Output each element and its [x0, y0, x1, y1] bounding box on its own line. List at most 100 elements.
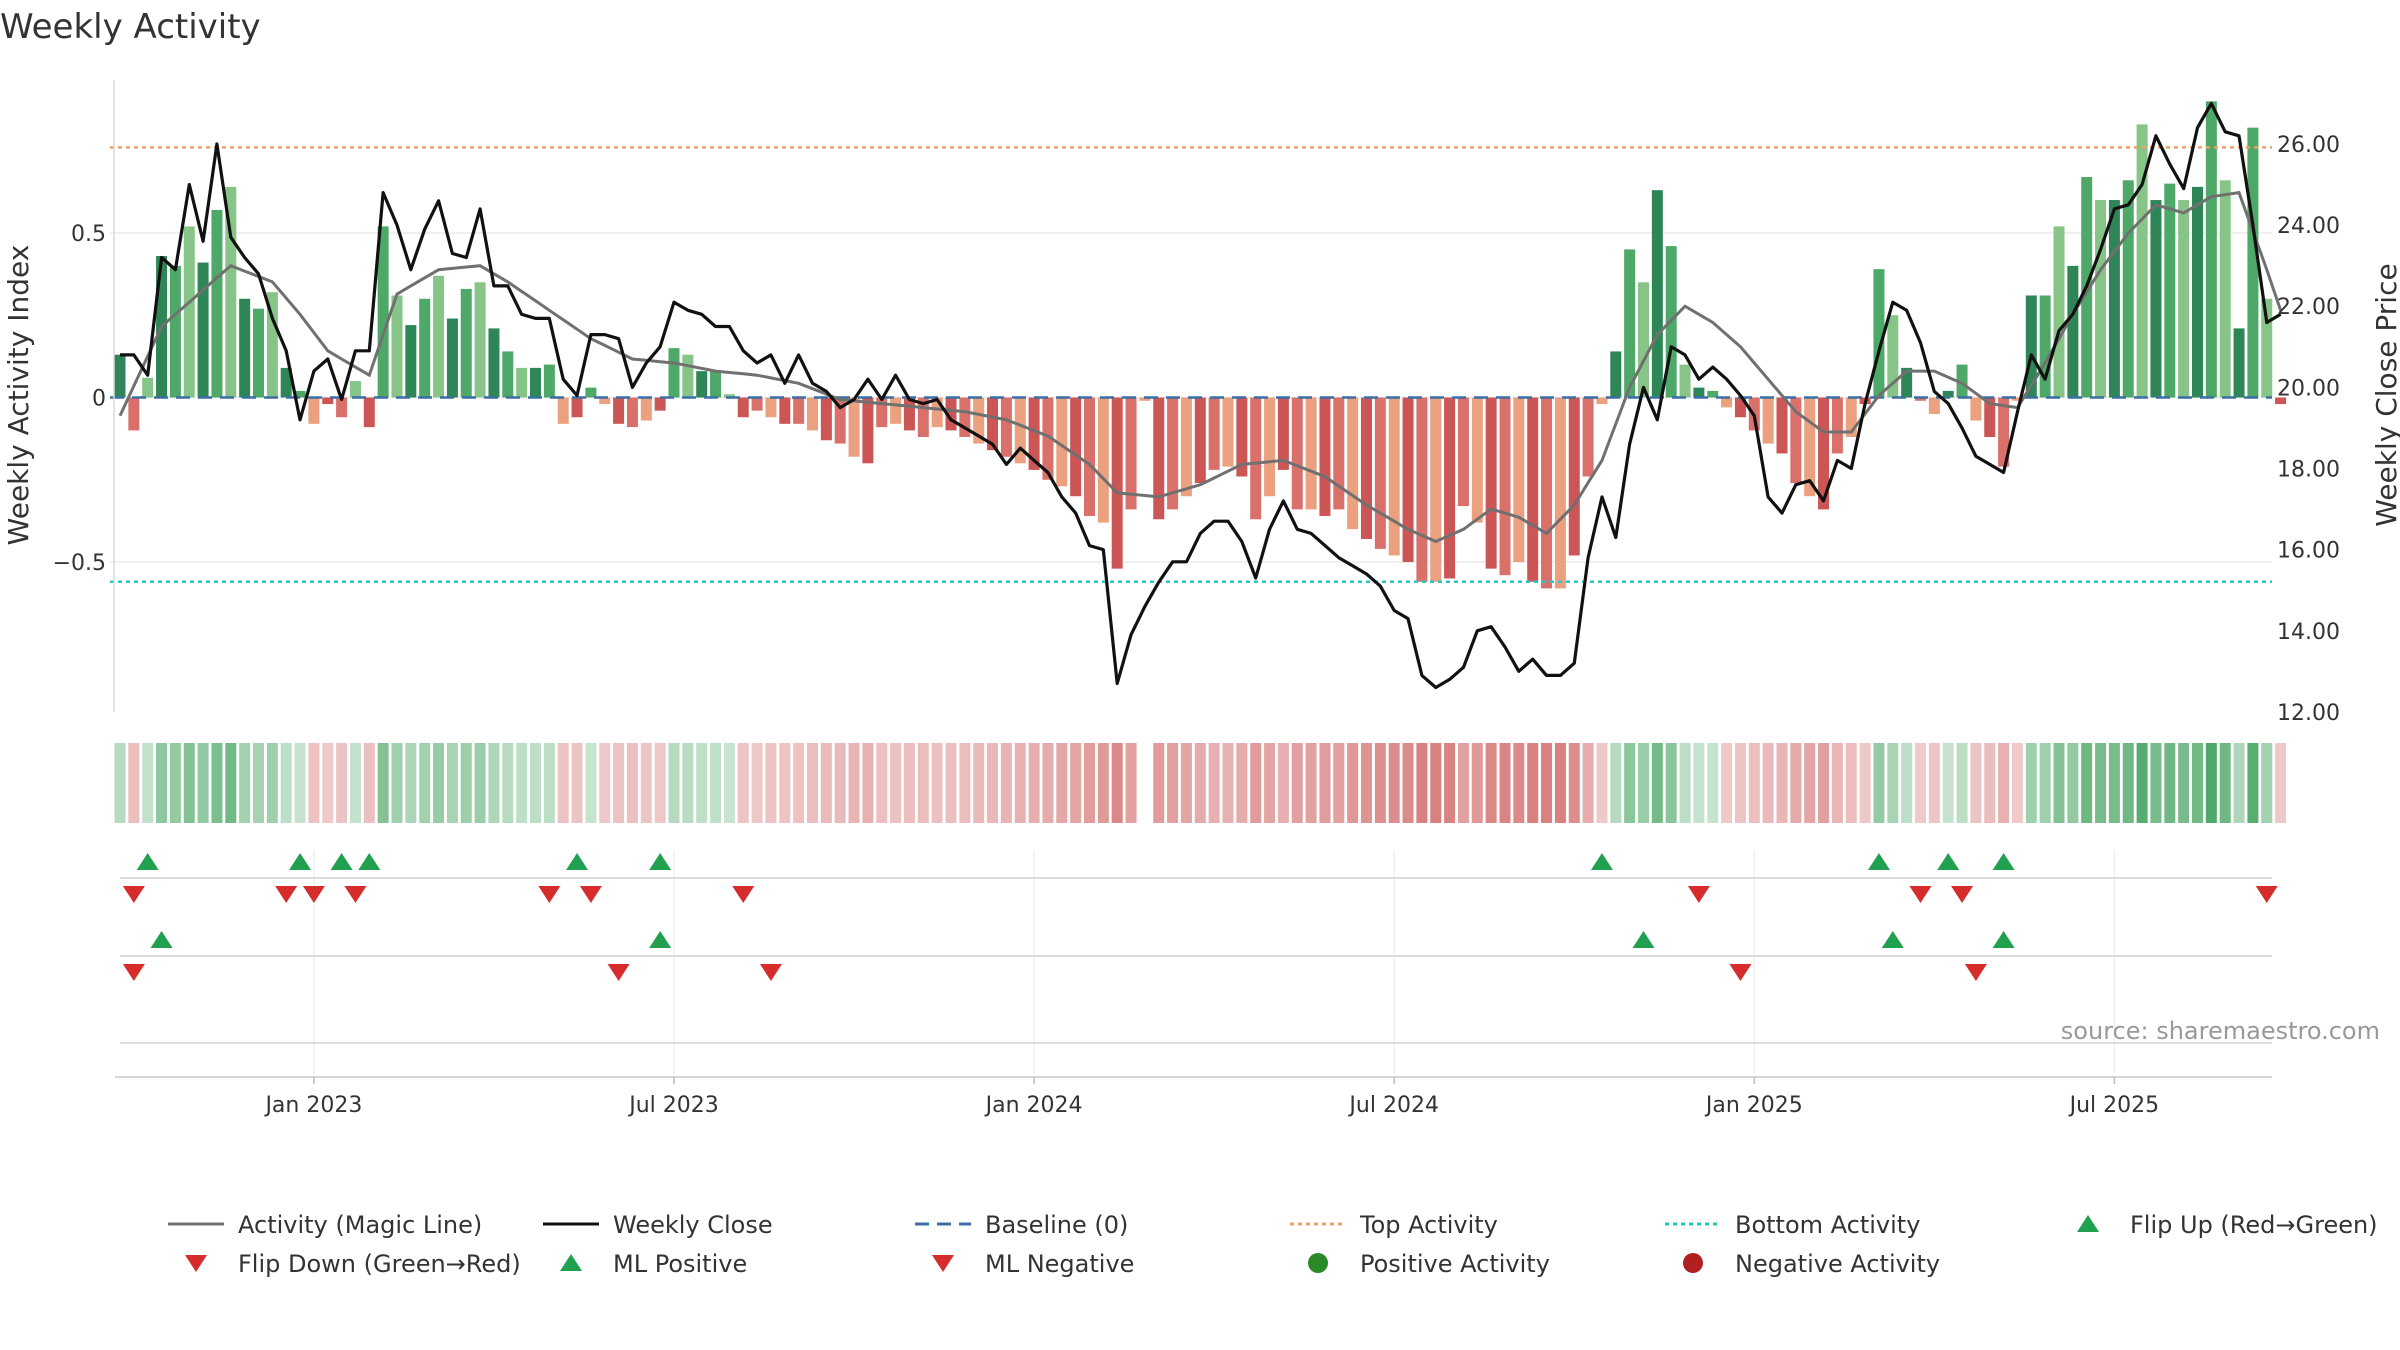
- heat-cell: [1236, 743, 1247, 823]
- activity-bar: [1250, 398, 1261, 520]
- heat-cell: [1430, 743, 1441, 823]
- activity-bar: [1112, 398, 1123, 569]
- heat-cell: [1583, 743, 1594, 823]
- heat-cell: [1569, 743, 1580, 823]
- heat-cell: [392, 743, 403, 823]
- activity-bar: [1583, 398, 1594, 477]
- heat-cell: [1943, 743, 1954, 823]
- heat-cell: [613, 743, 624, 823]
- flip-markers: [123, 853, 2278, 981]
- heat-cell: [198, 743, 209, 823]
- heat-cell: [1444, 743, 1455, 823]
- activity-bar: [1209, 398, 1220, 470]
- heat-cell: [918, 743, 929, 823]
- activity-bar: [2040, 295, 2051, 397]
- activity-bar: [115, 355, 126, 398]
- activity-bar: [2026, 295, 2037, 397]
- activity-bar: [184, 226, 195, 397]
- heat-cell: [1500, 743, 1511, 823]
- activity-bar: [2095, 200, 2106, 397]
- activity-bar: [1610, 351, 1621, 397]
- left-tick-0: 0.5: [71, 222, 106, 247]
- activity-bar: [198, 263, 209, 398]
- flip-down-row-marker: [1688, 886, 1710, 903]
- activity-bar: [2054, 226, 2065, 397]
- heat-cell: [2012, 743, 2023, 823]
- activity-bar: [1416, 398, 1427, 582]
- activity-bar: [2123, 180, 2134, 397]
- activity-bar: [641, 398, 652, 421]
- heat-cell: [378, 743, 389, 823]
- activity-bar: [1500, 398, 1511, 576]
- flip-down-row-marker: [275, 886, 297, 903]
- heat-cell: [1957, 743, 1968, 823]
- heat-cell: [793, 743, 804, 823]
- heat-cell: [835, 743, 846, 823]
- heat-cell: [1790, 743, 1801, 823]
- activity-bar: [1292, 398, 1303, 510]
- flip-up-row-marker: [358, 853, 380, 870]
- legend-swatch-6: [185, 1255, 207, 1272]
- heat-cell: [1389, 743, 1400, 823]
- heat-cell: [572, 743, 583, 823]
- activity-bar: [807, 398, 818, 431]
- heat-cell: [2192, 743, 2203, 823]
- right-axis-label: Weekly Close Price: [2370, 263, 2400, 526]
- legend-label-1: Weekly Close: [613, 1211, 773, 1239]
- heat-cell: [267, 743, 278, 823]
- heat-cell: [447, 743, 458, 823]
- activity-bar: [1472, 398, 1483, 523]
- ml-negative-row-marker: [1729, 964, 1751, 981]
- activity-bar: [1832, 398, 1843, 454]
- heat-cell: [1873, 743, 1884, 823]
- heat-cell: [461, 743, 472, 823]
- heat-cell: [862, 743, 873, 823]
- legend: Activity (Magic Line) Weekly Close Baselin…: [168, 1211, 2378, 1278]
- heat-cell: [821, 743, 832, 823]
- heat-cell: [2164, 743, 2175, 823]
- heat-cell: [1029, 743, 1040, 823]
- heat-cell: [2137, 743, 2148, 823]
- activity-bar: [1347, 398, 1358, 530]
- heat-cell: [779, 743, 790, 823]
- activity-bar: [1195, 398, 1206, 484]
- heat-cell: [115, 743, 126, 823]
- heat-cell: [475, 743, 486, 823]
- heat-cell: [2206, 743, 2217, 823]
- right-tick-6: 14.00: [2277, 620, 2340, 645]
- flip-up-row-marker: [137, 853, 159, 870]
- heat-cell: [2109, 743, 2120, 823]
- heat-cell: [959, 743, 970, 823]
- flip-down-row-marker: [2256, 886, 2278, 903]
- legend-label-9: Positive Activity: [1360, 1250, 1550, 1278]
- heat-cell: [1403, 743, 1414, 823]
- heat-cell: [1596, 743, 1607, 823]
- heat-cell: [655, 743, 666, 823]
- heat-cell: [641, 743, 652, 823]
- legend-label-10: Negative Activity: [1735, 1250, 1940, 1278]
- activity-bar: [1721, 398, 1732, 408]
- heat-cell: [1181, 743, 1192, 823]
- heat-cell: [1707, 743, 1718, 823]
- activity-bar: [530, 368, 541, 398]
- activity-bar: [862, 398, 873, 464]
- legend-swatch-10: [1683, 1253, 1703, 1273]
- heat-cell: [1264, 743, 1275, 823]
- heat-cell: [1984, 743, 1995, 823]
- heat-cell: [350, 743, 361, 823]
- activity-bar: [1306, 398, 1317, 510]
- source-note: source: sharemaestro.com: [2061, 1017, 2380, 1045]
- activity-heat-strip: [115, 743, 2287, 823]
- heat-cell: [765, 743, 776, 823]
- activity-bar: [1569, 398, 1580, 556]
- heat-cell: [516, 743, 527, 823]
- flip-down-row-marker: [538, 886, 560, 903]
- activity-bar: [738, 398, 749, 418]
- activity-bar: [1513, 398, 1524, 563]
- heat-cell: [1153, 743, 1164, 823]
- activity-bar: [1098, 398, 1109, 523]
- heat-cell: [2234, 743, 2245, 823]
- activity-bar: [1777, 398, 1788, 454]
- flip-up-row-marker: [1937, 853, 1959, 870]
- heat-cell: [336, 743, 347, 823]
